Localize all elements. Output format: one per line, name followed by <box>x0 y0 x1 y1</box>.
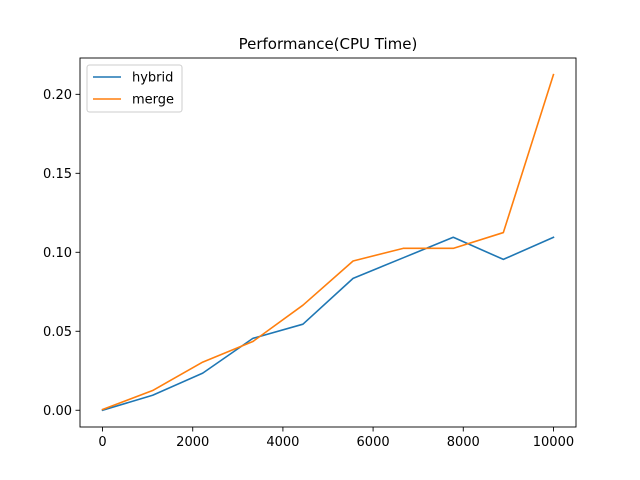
x-tick-label: 10000 <box>533 435 574 450</box>
y-tick-label: 0.05 <box>43 325 72 340</box>
axes-frame <box>79 57 577 428</box>
chart-title: Performance(CPU Time) <box>239 35 418 53</box>
series-line-hybrid <box>101 236 555 412</box>
y-tick-label: 0.15 <box>43 167 72 182</box>
y-tick-label: 0.10 <box>43 246 72 261</box>
y-tick-label: 0.00 <box>43 404 72 419</box>
x-tick-label: 2000 <box>176 435 209 450</box>
x-tick-label: 8000 <box>447 435 480 450</box>
legend: hybrid merge <box>86 64 183 113</box>
plot-area: 0 2000 4000 6000 8000 10000 0.00 0.05 0.10 0.15 0.… <box>43 57 577 450</box>
x-tick-label: 4000 <box>266 435 299 450</box>
x-tick-label: 6000 <box>357 435 390 450</box>
y-tick-label: 0.20 <box>43 88 72 103</box>
series-line-merge <box>101 73 555 411</box>
legend-label-merge: merge <box>132 93 174 108</box>
x-tick-label: 0 <box>98 435 106 450</box>
legend-label-hybrid: hybrid <box>132 71 173 86</box>
